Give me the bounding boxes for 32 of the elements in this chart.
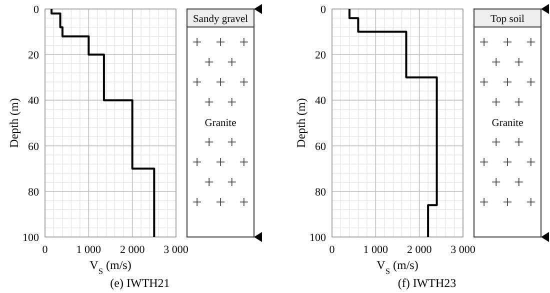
y-tick-label: 40 [315, 95, 326, 108]
text: Top soil [490, 14, 525, 25]
y-tick-label: 20 [315, 50, 326, 62]
y-tick-label: 60 [28, 140, 40, 153]
line-series [50, 8, 156, 238]
line-series [348, 8, 438, 238]
x-tick-label: 1 000 [76, 244, 102, 256]
x-tick-label: 2 000 [406, 244, 432, 256]
y-axis-title: Depth (m) [294, 98, 308, 148]
x-tick-label: 3 000 [450, 244, 476, 256]
text: Sandy gravel [192, 14, 248, 25]
y-tick-label: 80 [315, 186, 326, 198]
y-tick-label: 20 [28, 50, 40, 62]
y-axis-title: Depth (m) [7, 98, 21, 148]
text: Granite [204, 118, 237, 129]
text: (f) IWTH23 [398, 276, 456, 290]
y-tick-label: 100 [310, 232, 326, 244]
y-tick-label: 0 [34, 4, 40, 16]
x-tick-label: 0 [42, 244, 48, 256]
x-tick-label: 0 [329, 244, 336, 256]
text: Granite [492, 118, 524, 129]
y-tick-label: 60 [315, 140, 326, 153]
y-tick-label: 40 [28, 95, 40, 108]
x-axis-title: V$_{S}$ (m/s) [376, 258, 418, 276]
y-tick-label: 80 [28, 186, 40, 198]
y-tick-label: 100 [22, 232, 40, 244]
text: (e) IWTH21 [110, 276, 170, 290]
x-axis-title: V$_{S}$ (m/s) [90, 258, 132, 276]
x-tick-label: 1 000 [363, 244, 389, 256]
x-tick-label: 3 000 [164, 244, 189, 256]
y-tick-label: 0 [320, 4, 326, 16]
x-tick-label: 2 000 [120, 244, 146, 256]
